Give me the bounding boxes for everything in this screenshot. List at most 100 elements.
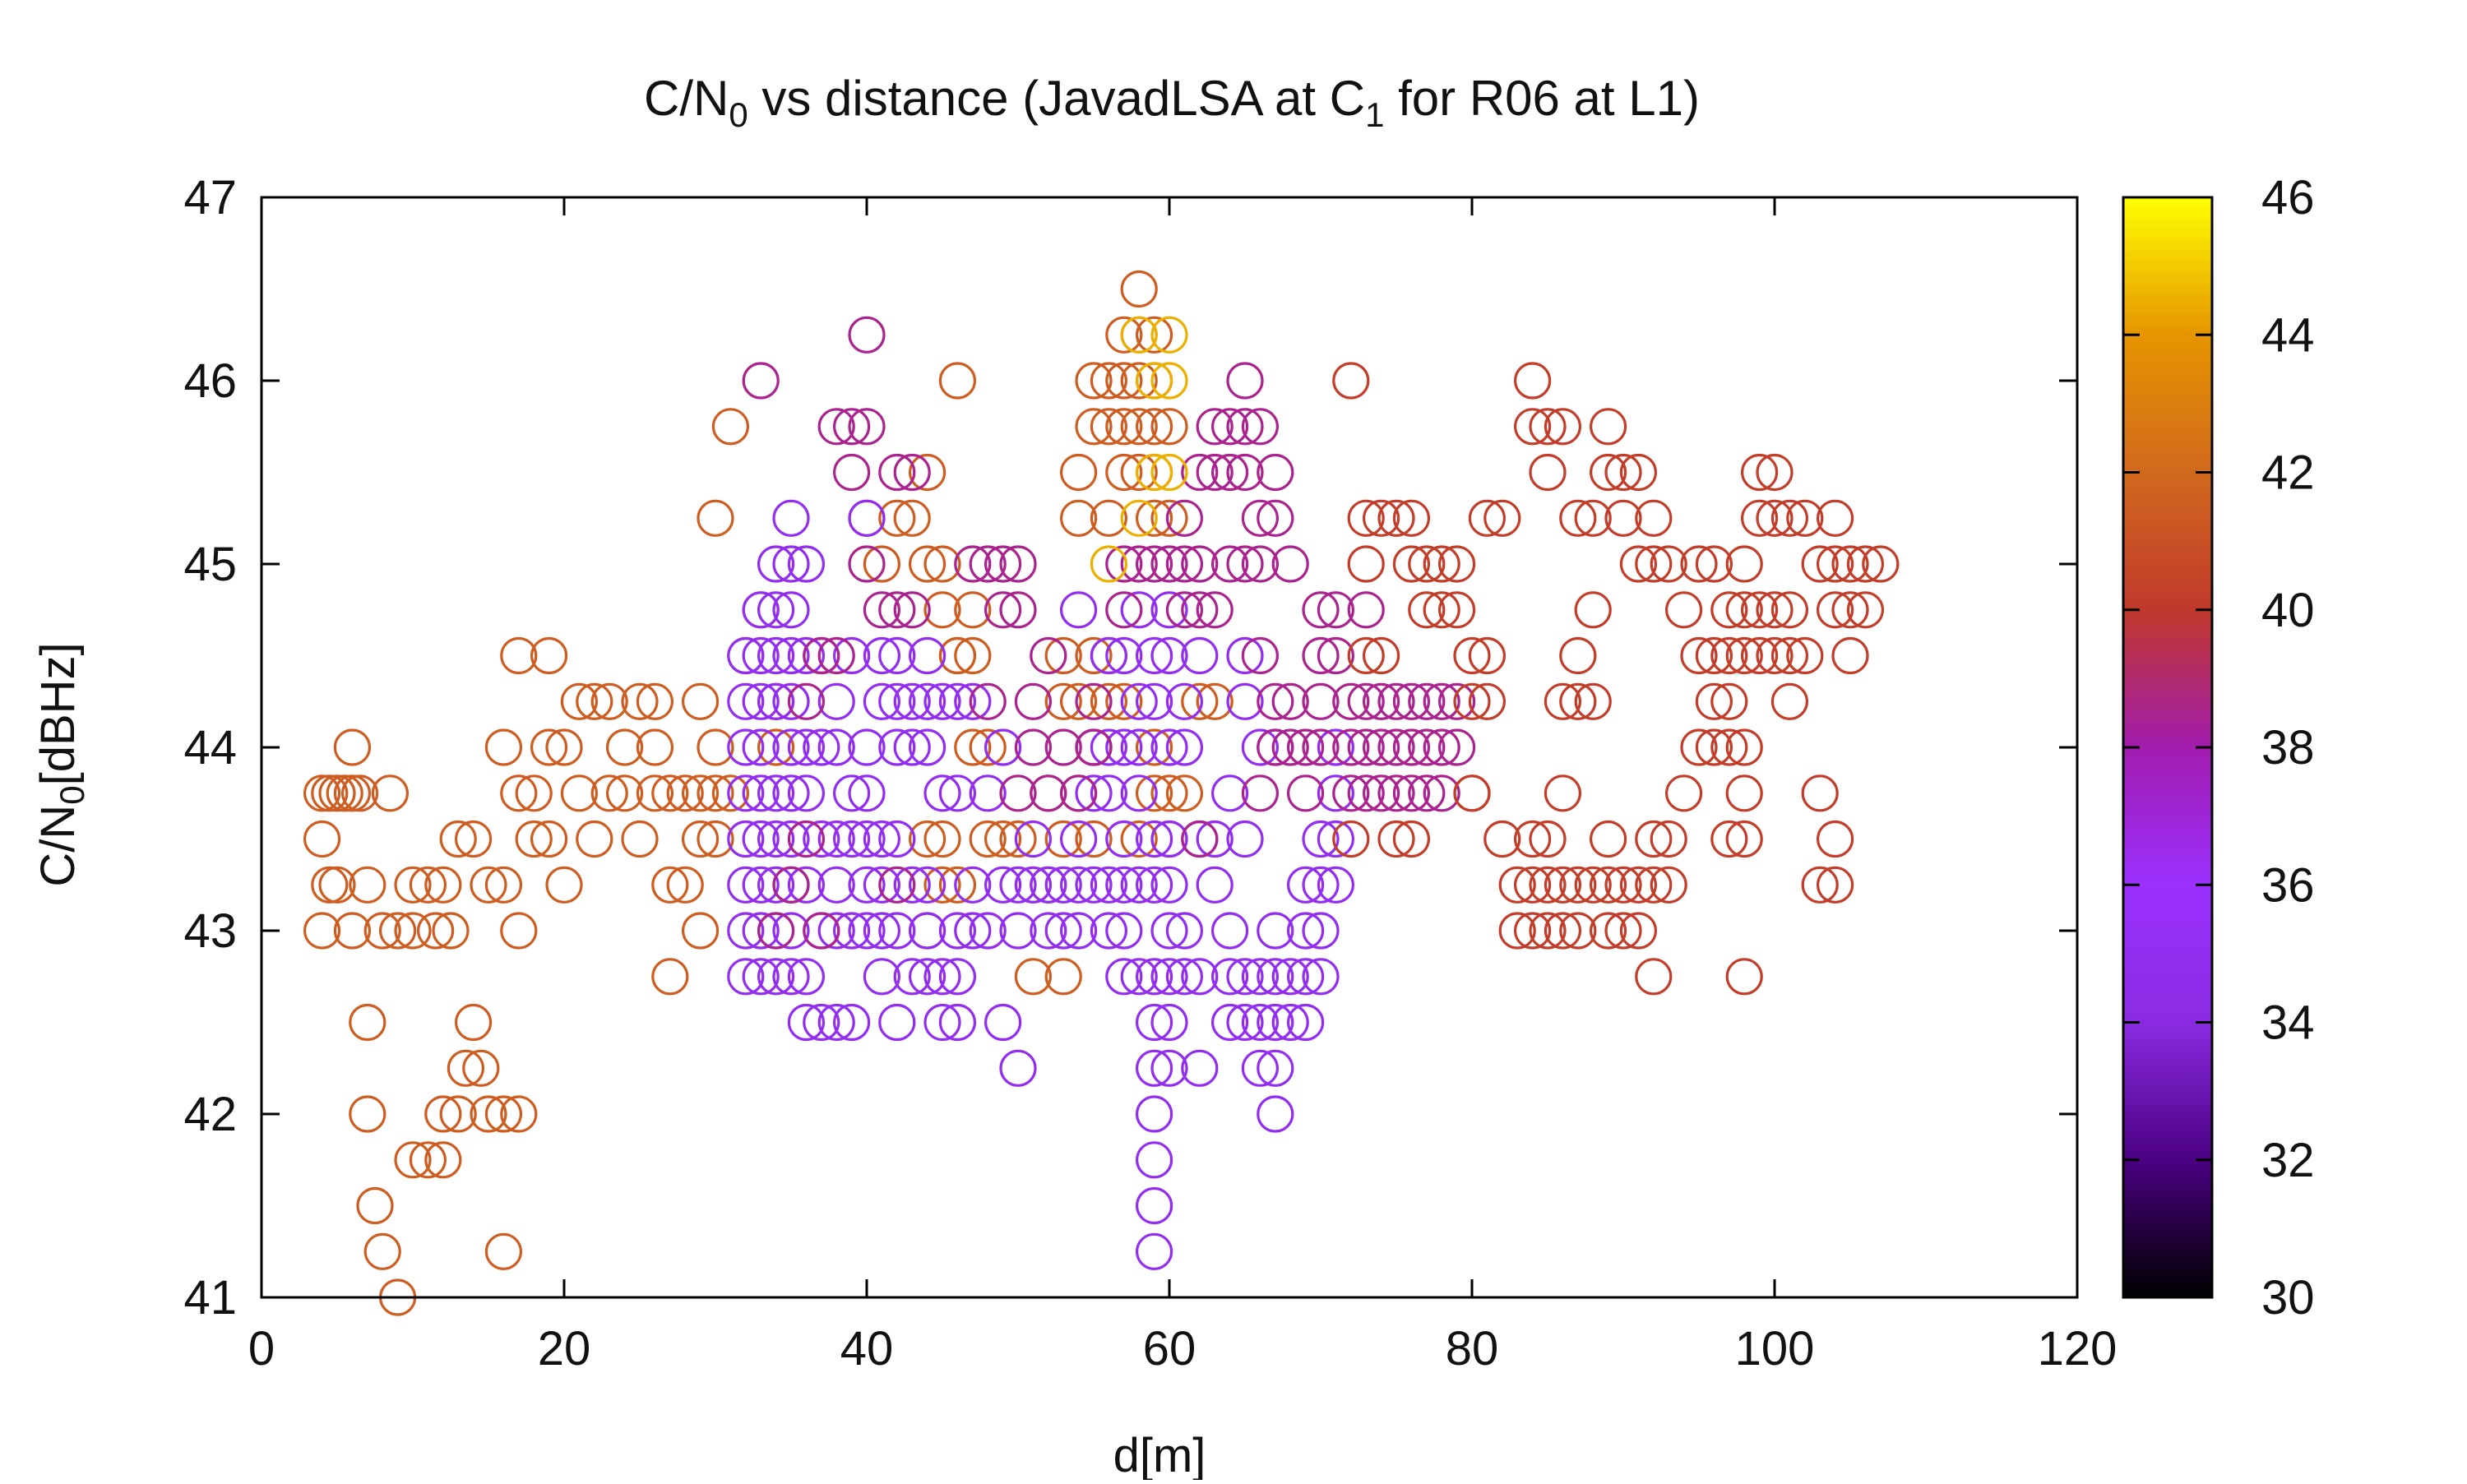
data-point: [1226, 362, 1264, 400]
data-point: [1544, 774, 1582, 812]
data-point: [697, 820, 734, 858]
data-point: [1181, 820, 1219, 858]
data-point: [938, 682, 977, 720]
data-point: [787, 636, 826, 675]
data-point: [666, 866, 704, 904]
colorbar-tick-label: 30: [2261, 1271, 2315, 1325]
data-point: [1513, 408, 1552, 446]
data-point: [1453, 636, 1491, 675]
data-point: [1120, 316, 1158, 354]
data-point: [681, 820, 720, 858]
data-point: [1513, 866, 1552, 904]
data-point: [1770, 499, 1808, 537]
data-point: [1014, 958, 1053, 996]
data-point: [1362, 728, 1400, 766]
data-point: [1513, 820, 1552, 858]
data-point: [303, 774, 341, 812]
data-point: [1030, 774, 1067, 812]
data-point: [1120, 774, 1158, 812]
data-point: [1150, 362, 1188, 400]
data-point: [1725, 728, 1763, 766]
chart-title-sub: 0: [729, 95, 748, 134]
data-point: [1710, 820, 1748, 858]
data-point: [787, 728, 826, 766]
data-point: [1695, 728, 1733, 766]
data-point: [1257, 682, 1294, 720]
data-point: [1362, 774, 1400, 812]
data-point: [1332, 362, 1370, 400]
data-point: [1664, 591, 1703, 629]
data-point: [1226, 1003, 1264, 1042]
data-point: [1150, 820, 1188, 858]
data-point: [1165, 912, 1204, 950]
data-point: [954, 591, 992, 629]
data-point: [923, 774, 961, 812]
data-point: [1030, 912, 1067, 950]
data-point: [863, 866, 901, 904]
data-point: [1604, 912, 1642, 950]
data-point: [832, 1003, 871, 1042]
data-point: [984, 545, 1022, 583]
data-point: [1241, 1049, 1280, 1087]
data-point: [999, 866, 1037, 904]
data-point: [1226, 958, 1264, 996]
data-point: [530, 636, 568, 675]
data-point: [1257, 1095, 1294, 1133]
data-point: [1105, 636, 1143, 675]
data-point: [500, 1095, 538, 1133]
data-point: [1135, 545, 1173, 583]
data-point: [1120, 362, 1158, 400]
data-point: [817, 682, 855, 720]
data-point: [1725, 545, 1763, 583]
data-point: [1150, 958, 1188, 996]
data-point: [1801, 866, 1839, 904]
data-point: [1710, 591, 1748, 629]
data-point: [1817, 820, 1854, 858]
data-point: [1014, 728, 1053, 766]
data-point: [1257, 1003, 1294, 1042]
chart-title: C/N0 vs distance (JavadLSA at C1 for R06…: [644, 71, 1700, 134]
data-point: [1226, 453, 1264, 492]
data-point: [878, 636, 916, 675]
data-point: [742, 866, 780, 904]
data-point: [621, 820, 659, 858]
data-point: [1725, 636, 1763, 675]
data-point: [1135, 316, 1173, 354]
data-point: [1741, 591, 1779, 629]
data-point: [1090, 774, 1128, 812]
data-point: [1302, 866, 1340, 904]
data-point: [349, 866, 386, 904]
data-point: [817, 820, 855, 858]
data-point: [817, 636, 855, 675]
data-point: [742, 912, 780, 950]
data-point: [1347, 774, 1385, 812]
data-point: [1741, 636, 1779, 675]
data-point: [1286, 866, 1325, 904]
data-point: [878, 591, 916, 629]
data-point: [1135, 499, 1173, 537]
data-point: [1650, 866, 1687, 904]
data-point: [1044, 682, 1082, 720]
data-point: [1135, 453, 1173, 492]
data-point: [742, 820, 780, 858]
y-axis-label-tail: [dBHz]: [31, 642, 85, 785]
data-point: [1165, 499, 1204, 537]
data-point: [1150, 774, 1188, 812]
data-point: [1453, 774, 1491, 812]
data-point: [1846, 545, 1884, 583]
data-point: [1135, 682, 1173, 720]
data-point: [333, 774, 371, 812]
data-point: [1090, 912, 1128, 950]
data-point: [1544, 682, 1582, 720]
data-point: [878, 453, 916, 492]
data-point: [1135, 866, 1173, 904]
data-point: [1437, 545, 1476, 583]
data-point: [424, 866, 462, 904]
data-point: [1150, 636, 1188, 675]
data-point: [832, 774, 871, 812]
data-point: [1241, 1003, 1280, 1042]
data-point: [1392, 499, 1431, 537]
data-point: [636, 728, 674, 766]
data-point: [1181, 636, 1219, 675]
data-point: [1468, 499, 1507, 537]
